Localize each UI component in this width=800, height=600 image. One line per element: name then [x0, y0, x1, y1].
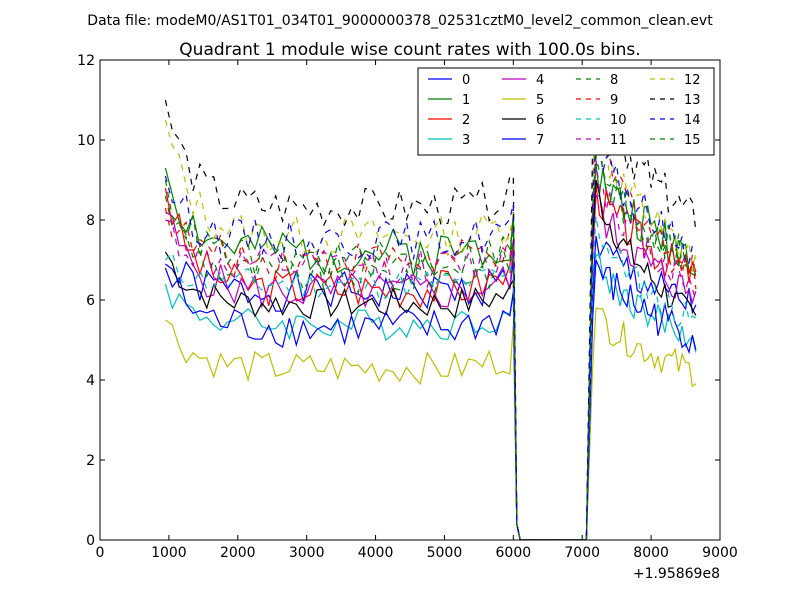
x-axis: 0 1000 2000 3000 4000 5000 6000 7000 8000 9000: [96, 60, 738, 561]
series-line-13: [164, 81, 697, 540]
legend-label-13: 13: [684, 93, 701, 108]
series-line-3: [164, 252, 697, 540]
y-tick-label: 8: [86, 213, 95, 229]
legend-label-11: 11: [610, 133, 627, 148]
y-tick-label: 0: [86, 533, 95, 549]
series-line-5: [165, 307, 697, 540]
legend-label-7: 7: [536, 133, 544, 148]
legend-label-4: 4: [536, 73, 544, 88]
legend-label-10: 10: [610, 113, 627, 128]
series-line-7: [164, 259, 697, 540]
x-tick-label: 4000: [358, 545, 394, 561]
series-line-15: [164, 146, 697, 540]
y-tick-label: 10: [77, 133, 95, 149]
x-tick-label: 8000: [633, 545, 669, 561]
y-tick-label: 4: [86, 373, 95, 389]
series-line-9: [164, 119, 697, 540]
legend-frame: [417, 67, 715, 156]
legend-label-1: 1: [462, 93, 470, 108]
x-tick-label: 9000: [702, 545, 738, 561]
legend-label-14: 14: [684, 113, 701, 128]
x-tick-label: 7000: [564, 545, 600, 561]
x-tick-label: 2000: [220, 545, 256, 561]
series-line-11: [165, 159, 697, 540]
y-tick-label: 6: [86, 293, 95, 309]
x-tick-label: 0: [96, 545, 105, 561]
x-tick-label: 3000: [289, 545, 325, 561]
legend-label-12: 12: [684, 73, 701, 88]
legend-label-2: 2: [462, 113, 470, 128]
legend-label-6: 6: [536, 113, 544, 128]
legend-label-15: 15: [684, 133, 701, 148]
series-line-14: [164, 137, 697, 540]
legend-label-8: 8: [610, 73, 618, 88]
series-line-1: [164, 163, 697, 540]
x-tick-label: 5000: [427, 545, 463, 561]
x-tick-label: 1000: [151, 545, 187, 561]
series-layer: [164, 81, 697, 540]
chart-title: Quadrant 1 module wise count rates with …: [179, 40, 640, 60]
chart-suptitle: Data file: modeM0/AS1T01_034T01_90000003…: [87, 13, 713, 29]
legend-label-3: 3: [462, 133, 470, 148]
legend-label-5: 5: [536, 93, 544, 108]
x-tick-label: 6000: [496, 545, 532, 561]
series-line-12: [164, 119, 697, 540]
legend-label-9: 9: [610, 93, 618, 108]
x-offset-label: +1.95869e8: [633, 566, 720, 582]
series-line-6: [164, 179, 697, 540]
series-line-8: [164, 155, 697, 540]
legend-label-0: 0: [462, 73, 470, 88]
y-tick-label: 2: [86, 453, 95, 469]
y-tick-label: 12: [77, 53, 95, 69]
